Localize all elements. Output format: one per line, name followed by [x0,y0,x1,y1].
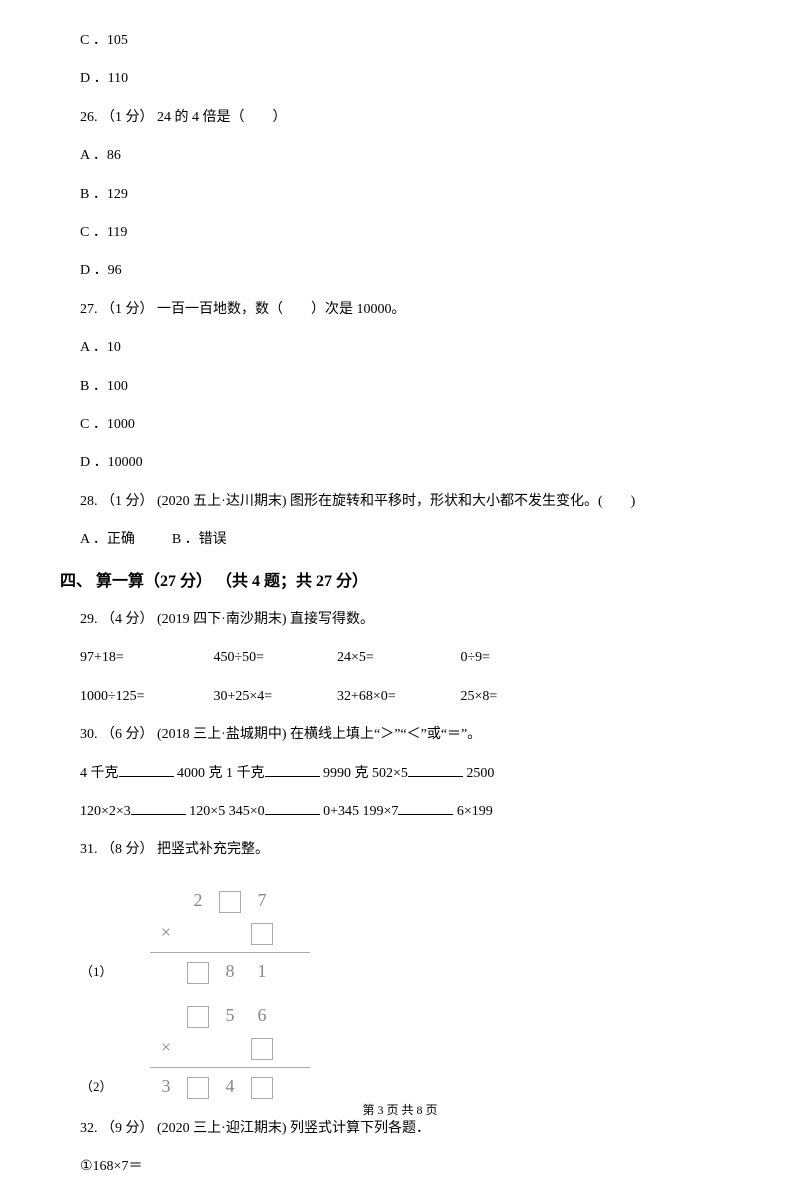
q28-option-a: A ．正确 [80,532,135,547]
q30-r2d: 6×199 [457,804,493,819]
q31-stem: 31. （8 分） 把竖式补充完整。 [80,839,740,861]
q28-options: A ．正确 B ．错误 [80,529,740,551]
q30-r1b: 4000 克 1 千克 [177,766,265,781]
q26-option-b: B ．129 [80,184,740,206]
q25-option-c: C ．105 [80,30,740,52]
q27-option-d: D ．10000 [80,452,740,474]
q29-row2: 1000÷125= 30+25×4= 32+68×0= 25×8= [80,686,740,708]
q26-option-a: A ．86 [80,145,740,167]
q29-r2b: 30+25×4= [214,686,334,708]
q31-calc2: 56 × 34 [150,1001,310,1104]
q29-r2a: 1000÷125= [80,686,210,708]
q31-calc2-block: （2） 56 × 34 [80,993,740,1108]
q28-option-b: B ．错误 [172,532,227,547]
q27-stem: 27. （1 分） 一百一百地数，数（ ）次是 10000。 [80,299,740,321]
q30-r1c: 9990 克 502×5 [323,766,408,781]
q29-stem: 29. （4 分） (2019 四下·南沙期末) 直接写得数。 [80,609,740,631]
q26-option-d: D ．96 [80,260,740,282]
page-footer: 第 3 页 共 8 页 [0,1101,800,1120]
q30-r2a: 120×2×3 [80,804,131,819]
q30-row2: 120×2×3 120×5 345×0 0+345 199×7 6×199 [80,801,740,823]
q30-r2c: 0+345 199×7 [323,804,398,819]
q27-option-b: B ．100 [80,376,740,398]
q32-stem: 32. （9 分） (2020 三上·迎江期末) 列竖式计算下列各题． [80,1118,740,1140]
q28-stem: 28. （1 分） (2020 五上·达川期末) 图形在旋转和平移时，形状和大小… [80,491,740,513]
q27-option-c: C ．1000 [80,414,740,436]
q29-r2d: 25×8= [461,686,498,708]
q29-r1c: 24×5= [337,647,457,669]
q29-r2c: 32+68×0= [337,686,457,708]
q29-r1a: 97+18= [80,647,210,669]
q29-r1b: 450÷50= [214,647,334,669]
q29-row1: 97+18= 450÷50= 24×5= 0÷9= [80,647,740,669]
q31-calc1-block: （1） 27 × 81 [80,878,740,993]
q30-r1a: 4 千克 [80,766,119,781]
q30-r2b: 120×5 345×0 [189,804,264,819]
q31-calc1: 27 × 81 [150,886,310,989]
q29-r1d: 0÷9= [461,647,491,669]
q30-r1d: 2500 [466,766,494,781]
q31-label1: （1） [80,962,130,993]
q25-option-d: D ．110 [80,68,740,90]
q26-option-c: C ．119 [80,222,740,244]
q30-stem: 30. （6 分） (2018 三上·盐城期中) 在横线上填上“＞”“＜”或“＝… [80,724,740,746]
section-4-title: 四、 算一算（27 分） （共 4 题；共 27 分） [60,569,740,595]
q26-stem: 26. （1 分） 24 的 4 倍是（ ） [80,107,740,129]
q30-row1: 4 千克 4000 克 1 千克 9990 克 502×5 2500 [80,763,740,785]
q32-line1: ①168×7＝ [80,1156,740,1178]
q27-option-a: A ．10 [80,337,740,359]
